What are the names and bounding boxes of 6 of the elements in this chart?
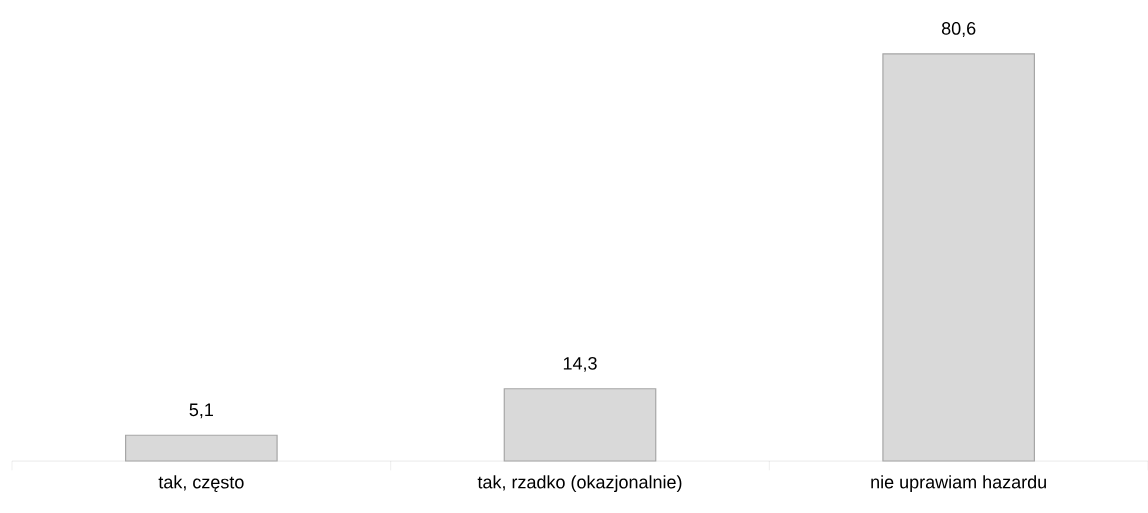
data-label: 5,1 bbox=[189, 403, 213, 419]
data-label: 14,3 bbox=[563, 356, 597, 372]
x-tick-label: tak, rzadko (okazjonalnie) bbox=[477, 475, 682, 493]
data-label: 80,6 bbox=[941, 22, 976, 37]
x-tick-label: tak, często bbox=[158, 475, 244, 493]
x-tick-label: nie uprawiam hazardu bbox=[871, 475, 1046, 493]
